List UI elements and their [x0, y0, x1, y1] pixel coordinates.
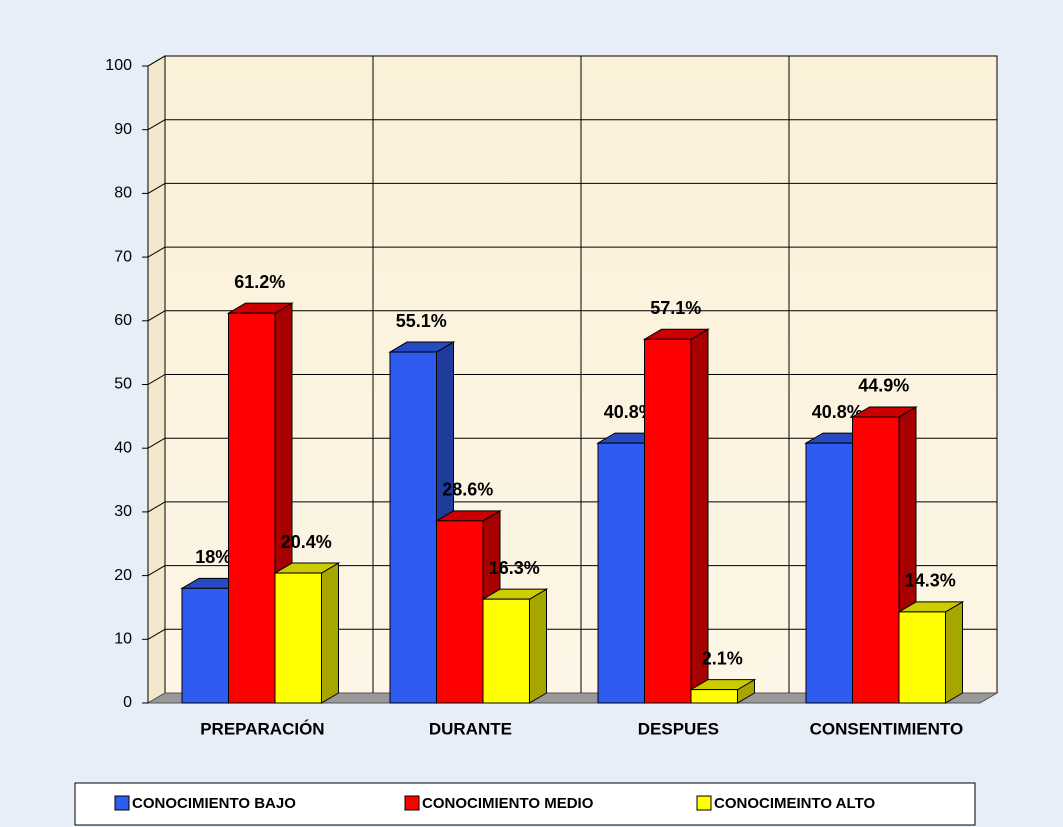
y-tick-label: 10	[114, 631, 132, 648]
legend-box	[74, 782, 976, 826]
legend-label: CONOCIMEINTO ALTO	[714, 795, 875, 812]
bar	[898, 611, 946, 704]
legend-label: CONOCIMIENTO BAJO	[132, 795, 296, 812]
value-label: 16.3%	[489, 558, 540, 578]
y-tick-label: 50	[114, 376, 132, 393]
value-label: 14.3%	[905, 571, 956, 591]
y-tick-label: 30	[114, 503, 132, 520]
value-label: 28.6%	[442, 480, 493, 500]
grid-line-side	[147, 310, 166, 322]
grid-line-side	[147, 565, 166, 577]
y-tick-label: 20	[114, 567, 132, 584]
x-tick-label: DESPUES	[638, 719, 719, 738]
grid-line-side	[147, 374, 166, 385]
bar	[274, 572, 322, 704]
value-label: 20.4%	[281, 532, 332, 552]
bar	[228, 312, 276, 704]
y-tick-label: 70	[114, 248, 132, 265]
bar	[644, 338, 692, 704]
value-label: 55.1%	[396, 311, 447, 331]
legend-swatch	[696, 795, 712, 811]
y-tick-label: 0	[123, 694, 132, 711]
legend-swatch	[404, 795, 420, 811]
bar	[436, 520, 484, 704]
value-label: 18%	[195, 547, 231, 567]
legend-swatch	[114, 795, 130, 811]
value-label: 57.1%	[650, 298, 701, 318]
bar-side	[321, 562, 339, 704]
bar	[597, 442, 645, 704]
value-label: 40.8%	[604, 402, 655, 422]
y-tick-label: 100	[105, 57, 132, 74]
bar	[805, 442, 853, 704]
y-tick-label: 60	[114, 312, 132, 329]
grid-line-side	[147, 628, 166, 640]
bar-side	[529, 588, 547, 704]
value-label: 61.2%	[234, 272, 285, 292]
grid-line-side	[147, 501, 166, 513]
value-label: 2.1%	[702, 648, 743, 668]
grid-line-side	[147, 119, 166, 131]
bar	[690, 689, 738, 704]
bar-side	[945, 601, 963, 704]
bar	[482, 598, 530, 704]
x-tick-label: PREPARACIÓN	[200, 719, 324, 738]
grid-line-side	[147, 55, 166, 67]
bar-side	[690, 328, 709, 704]
x-tick-label: DURANTE	[429, 719, 512, 738]
bar	[389, 351, 437, 704]
value-label: 44.9%	[858, 376, 909, 396]
grid-line-side	[147, 182, 166, 194]
legend-label: CONOCIMIENTO MEDIO	[422, 795, 594, 812]
bar	[181, 587, 229, 704]
x-tick-label: CONSENTIMIENTO	[810, 719, 964, 738]
y-tick-label: 90	[114, 121, 132, 138]
y-tick-label: 80	[114, 185, 132, 202]
grid-line-side	[147, 437, 166, 449]
grid-line-side	[147, 246, 166, 258]
y-tick-label: 40	[114, 439, 132, 456]
value-label: 40.8%	[812, 402, 863, 422]
bar	[852, 416, 900, 704]
